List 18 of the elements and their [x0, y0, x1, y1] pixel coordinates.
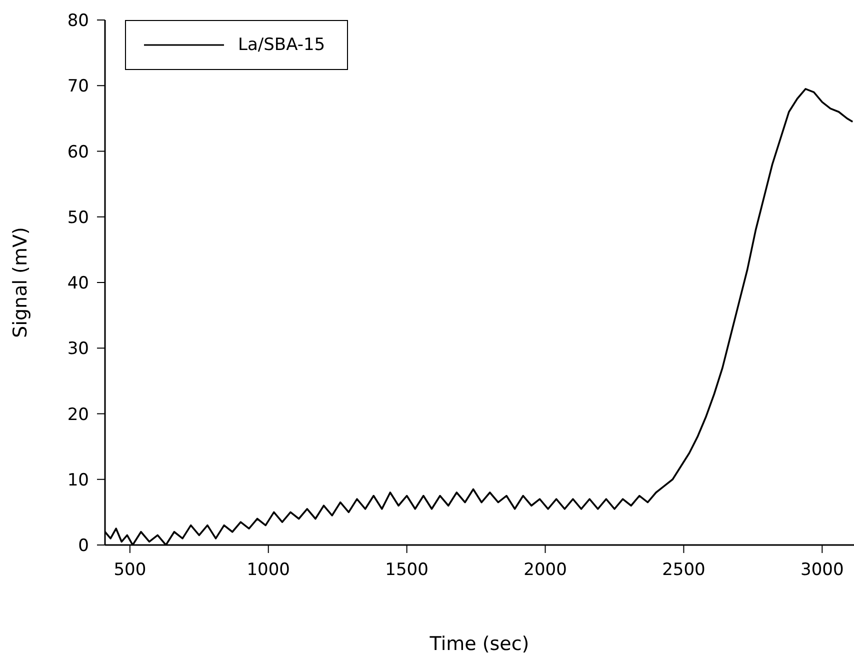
x-tick-label: 2000: [524, 560, 567, 580]
y-tick-label: 40: [67, 274, 89, 294]
y-tick-label: 50: [67, 208, 89, 228]
x-tick-label: 2500: [662, 560, 706, 580]
x-axis-title: Time (sec): [428, 633, 530, 655]
x-tick-label: 1000: [246, 560, 290, 580]
legend-label: La/SBA-15: [238, 35, 326, 55]
y-tick-label: 0: [78, 536, 89, 556]
y-tick-label: 70: [67, 76, 89, 97]
y-tick-label: 10: [67, 470, 89, 490]
x-tick-label: 500: [114, 560, 146, 580]
y-tick-label: 30: [67, 339, 89, 360]
x-tick-label: 1500: [385, 560, 428, 580]
x-tick-label: 3000: [800, 560, 844, 580]
y-tick-label: 20: [67, 404, 89, 425]
y-axis-title: Signal (mV): [10, 227, 32, 338]
y-tick-label: 60: [67, 142, 89, 162]
y-tick-label: 80: [67, 11, 89, 32]
